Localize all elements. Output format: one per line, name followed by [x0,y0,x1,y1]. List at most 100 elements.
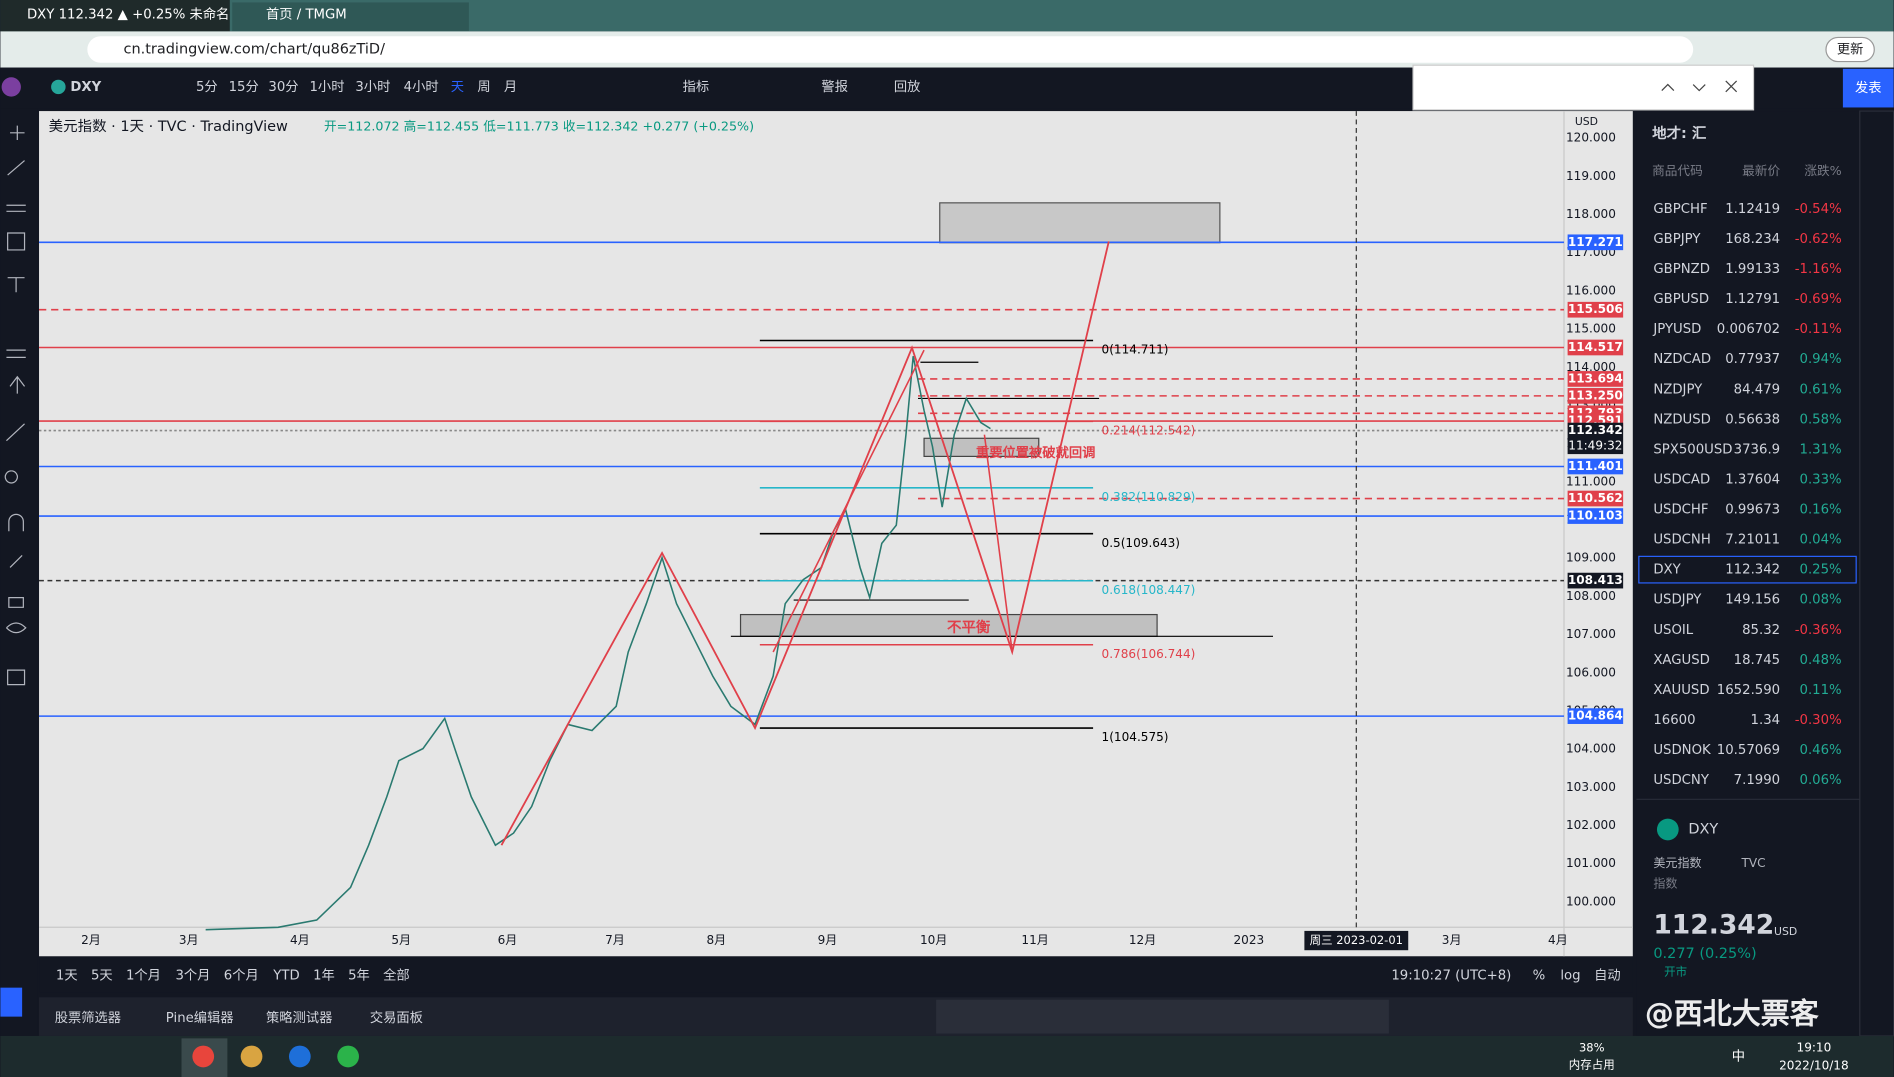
tab-active[interactable] [0,0,230,32]
range-button[interactable]: 1天 [56,969,78,984]
row-change: -0.30% [1795,713,1842,728]
interval[interactable]: 3小时 [355,79,390,95]
price-tick: 100.000 [1566,894,1616,908]
watchlist-title[interactable]: 地才: 汇 [1652,124,1707,142]
row-symbol[interactable]: USOIL [1653,623,1693,638]
row-symbol[interactable]: GBPUSD [1653,292,1709,307]
chrome-icon[interactable] [192,1045,215,1068]
row-symbol[interactable]: JPYUSD [1652,322,1701,337]
tab-title: 首页 / TMGM [266,6,347,22]
replay[interactable]: 回放 [894,79,921,95]
row-symbol[interactable]: USDCAD [1653,472,1710,487]
panel-tab[interactable]: Pine编辑器 [166,1010,234,1026]
favorites[interactable] [0,987,23,1017]
url-box[interactable] [87,36,1694,63]
row-change: -1.16% [1795,262,1842,277]
log-toggle[interactable]: log [1560,969,1580,984]
update-button[interactable] [1825,36,1875,63]
percent-toggle[interactable]: % [1533,969,1546,984]
range-button[interactable]: YTD [272,969,299,984]
row-price: 0.99673 [1725,503,1780,518]
time-tick: 8月 [707,933,727,947]
watermark: @西北大票客 [1645,996,1819,1030]
row-change: 0.61% [1800,382,1842,397]
wechat-icon[interactable] [337,1045,359,1068]
interval[interactable]: 天 [451,80,464,95]
price-tick: 118.000 [1566,207,1616,221]
row-price: 1.99133 [1725,262,1780,277]
row-change: -0.54% [1795,202,1842,217]
row-change: 0.58% [1800,412,1842,427]
range-button[interactable]: 3个月 [175,968,210,984]
auto-toggle[interactable]: 自动 [1594,968,1621,984]
search-controls[interactable] [1661,80,1738,93]
time-tick: 11月 [1021,933,1048,947]
row-symbol[interactable]: USDNOK [1653,743,1711,758]
fib-label: 1(104.575) [1102,730,1169,744]
publish-button[interactable] [1842,68,1894,108]
level-label: 114.517 [1568,340,1623,354]
row-price: 18.745 [1734,653,1780,668]
symbol-icon [51,79,66,95]
fib-label: 0.786(106.744) [1102,647,1196,661]
row-symbol[interactable]: GBPCHF [1653,202,1707,217]
panel-tab[interactable]: 交易面板 [370,1009,423,1026]
row-symbol[interactable]: 16600 [1653,713,1695,728]
price-tick: 109.000 [1566,551,1616,565]
row-symbol[interactable]: SPX500USD [1653,442,1732,457]
ohlc: 开=112.072 高=112.455 低=111.773 收=112.342 … [324,118,754,133]
range-button[interactable]: 1年 [313,968,335,984]
interval[interactable]: 周 [477,80,490,95]
row-change: -0.36% [1795,623,1842,638]
time-tick: 5月 [391,933,411,947]
level-label-box [1567,708,1624,724]
detail-symbol: DXY [1688,821,1718,837]
level-label-box [1567,339,1624,356]
row-symbol[interactable]: XAGUSD [1653,653,1710,668]
range-button[interactable]: 5年 [348,968,370,984]
interval[interactable]: 5分 [196,79,218,95]
row-symbol[interactable]: USDCNH [1653,533,1711,548]
avatar[interactable] [1,77,21,97]
row-symbol[interactable]: XAUUSD [1653,683,1709,698]
interval[interactable]: 30分 [268,79,298,95]
range-button[interactable]: 1个月 [126,968,161,984]
range-button[interactable]: 全部 [383,967,410,984]
panel-tab[interactable]: 策略测试器 [266,1009,332,1026]
row-symbol[interactable]: GBPJPY [1653,232,1701,247]
row-symbol[interactable]: USDCHF [1653,503,1708,518]
row-price: 1.12419 [1725,202,1780,217]
app-icon[interactable] [288,1045,311,1068]
crosshair-date: 周三 2023-02-01 [1310,933,1403,947]
level-label-box [1567,572,1624,589]
row-symbol[interactable]: USDCNY [1653,773,1710,788]
range-button[interactable]: 5天 [91,969,113,984]
interval[interactable]: 15分 [229,79,259,95]
update-label: 更新 [1837,42,1864,58]
annotation: 重要位置被破就回调 [976,444,1095,461]
interval[interactable]: 1小时 [309,79,344,95]
interval[interactable]: 4小时 [404,79,439,95]
level-label: 112.342 [1568,423,1623,437]
level-label-box [1567,371,1624,387]
row-symbol[interactable]: NZDCAD [1653,352,1711,367]
alerts[interactable]: 警报 [821,79,848,95]
row-symbol[interactable]: NZDJPY [1653,382,1703,397]
row-symbol[interactable]: GBPNZD [1653,262,1710,277]
price-tick: 101.000 [1566,856,1616,870]
range-button[interactable]: 6个月 [224,968,259,984]
time-tick: 4月 [1548,933,1568,947]
indicators[interactable]: 指标 [683,79,710,95]
row-symbol[interactable]: USDJPY [1653,593,1702,608]
row-change: 0.11% [1800,683,1842,698]
symbol[interactable]: DXY [70,80,101,95]
tab[interactable] [232,2,469,32]
row-change: 0.04% [1800,533,1842,548]
panel-tab[interactable]: 股票筛选器 [55,1010,121,1026]
row-symbol[interactable]: DXY [1653,563,1681,578]
app-icon[interactable] [240,1045,263,1068]
row-symbol[interactable]: NZDUSD [1653,412,1711,427]
interval[interactable]: 月 [504,80,517,95]
drawing-tools[interactable] [4,125,27,686]
ime: 中 [1732,1048,1745,1064]
